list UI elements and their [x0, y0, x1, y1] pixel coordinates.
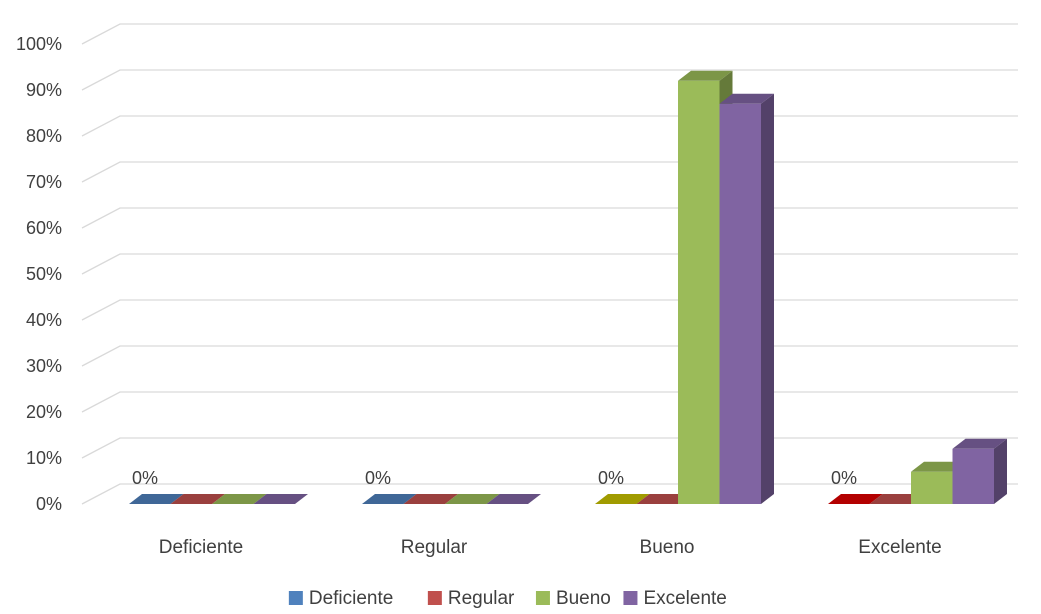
- y-tick-label: 20%: [26, 402, 62, 422]
- gridline: [81, 253, 1018, 275]
- gridline: [81, 437, 1018, 459]
- bar-front: [911, 471, 953, 504]
- y-tick-label: 30%: [26, 356, 62, 376]
- y-axis-ticks: 0% 10% 20% 30% 40% 50% 60% 70% 80% 90% 100%: [16, 34, 62, 514]
- bar: [212, 494, 267, 504]
- gridline: [81, 115, 1018, 137]
- gridline: [81, 391, 1018, 413]
- bar: [828, 494, 883, 504]
- bar-side: [761, 93, 774, 505]
- gridlines: [81, 23, 1018, 505]
- x-category-label: Excelente: [858, 537, 941, 558]
- x-axis-categories: Deficiente Regular Bueno Excelente: [159, 537, 942, 558]
- y-tick-label: 10%: [26, 448, 62, 468]
- bar: [129, 494, 184, 504]
- y-tick-label: 50%: [26, 264, 62, 284]
- x-category-label: Deficiente: [159, 537, 244, 558]
- gridline: [81, 23, 1018, 45]
- gridline: [81, 161, 1018, 183]
- y-tick-label: 90%: [26, 80, 62, 100]
- bar-top: [595, 494, 650, 504]
- bar-top: [678, 70, 733, 81]
- gridline: [81, 69, 1018, 91]
- bar: [253, 494, 308, 504]
- gridline: [81, 299, 1018, 321]
- bar: [445, 494, 500, 504]
- x-category-label: Bueno: [640, 537, 695, 558]
- legend-label: Bueno: [556, 588, 611, 609]
- bar-top: [253, 494, 308, 504]
- bar-top: [445, 494, 500, 504]
- legend-item: Bueno: [535, 588, 611, 609]
- gridline: [81, 207, 1018, 229]
- bar: [952, 438, 1007, 504]
- bar-top: [952, 438, 1007, 449]
- y-tick-label: 60%: [26, 218, 62, 238]
- bar-top: [129, 494, 184, 504]
- bar-side: [994, 438, 1007, 504]
- legend-label: Excelente: [643, 588, 726, 609]
- bar-top: [170, 494, 225, 504]
- bar: [403, 494, 458, 504]
- bar-top: [911, 461, 966, 472]
- legend-label: Deficiente: [309, 588, 394, 609]
- bar-top: [828, 494, 883, 504]
- bar: [486, 494, 541, 504]
- y-tick-label: 40%: [26, 310, 62, 330]
- legend-swatch: [288, 591, 303, 605]
- legend-item: Regular: [427, 588, 515, 609]
- data-label: 0%: [132, 468, 158, 488]
- bar-top: [636, 494, 691, 504]
- bar-top: [212, 494, 267, 504]
- legend-swatch: [623, 591, 638, 605]
- bar: [170, 494, 225, 504]
- bar-top: [486, 494, 541, 504]
- data-labels: 0% 0% 0% 0%: [132, 468, 857, 488]
- bar-top: [403, 494, 458, 504]
- gridline: [81, 345, 1018, 367]
- bar-front: [952, 448, 994, 504]
- y-tick-label: 80%: [26, 126, 62, 146]
- legend: Deficiente Regular Bueno Excelente: [288, 588, 727, 609]
- legend-item: Deficiente: [288, 588, 394, 609]
- bar: [595, 494, 650, 504]
- bar-top: [719, 93, 774, 104]
- bar-front: [678, 80, 720, 505]
- bar-front: [719, 103, 761, 505]
- legend-swatch: [535, 591, 550, 605]
- bar-top: [869, 494, 924, 504]
- bar: [636, 494, 691, 504]
- legend-swatch: [427, 591, 442, 605]
- data-label: 0%: [598, 468, 624, 488]
- bar-top: [362, 494, 417, 504]
- bars: [129, 70, 1007, 505]
- data-label: 0%: [365, 468, 391, 488]
- bar: [362, 494, 417, 504]
- x-category-label: Regular: [401, 537, 468, 558]
- y-tick-label: 70%: [26, 172, 62, 192]
- data-label: 0%: [831, 468, 857, 488]
- bar: [719, 93, 774, 505]
- legend-item: Excelente: [623, 588, 727, 609]
- bar: [869, 494, 924, 504]
- y-tick-label: 100%: [16, 34, 62, 54]
- y-tick-label: 0%: [36, 494, 62, 514]
- legend-label: Regular: [448, 588, 515, 609]
